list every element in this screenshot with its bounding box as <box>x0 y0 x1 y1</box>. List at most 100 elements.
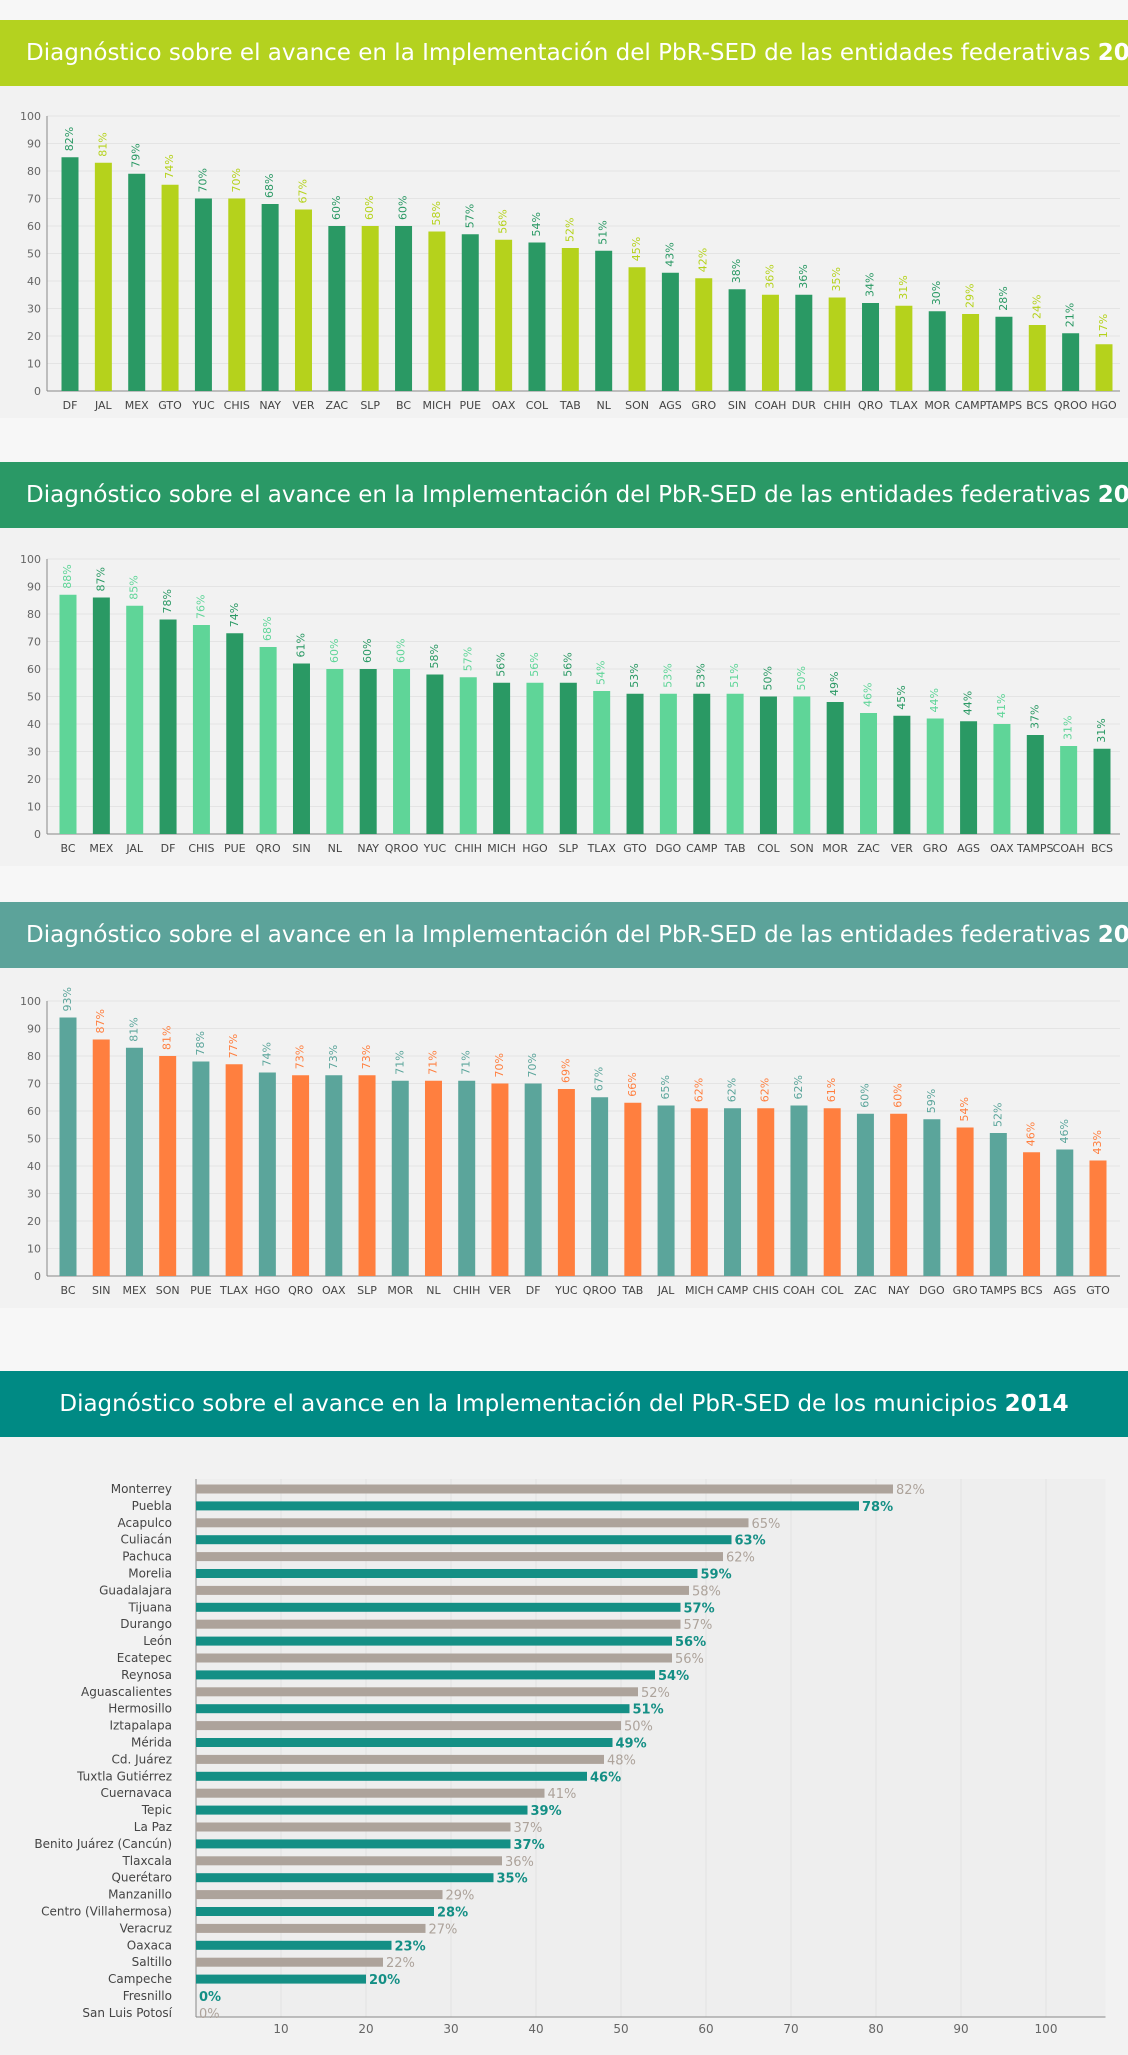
bar-row <box>196 1585 689 1595</box>
y-tick-label: 100 <box>20 553 41 566</box>
y-tick-label: 40 <box>27 718 41 731</box>
bar-ver <box>893 715 911 834</box>
bar-df <box>159 619 177 834</box>
x-tick-label: AGS <box>659 399 682 412</box>
bar-yuc <box>426 674 444 834</box>
data-label: 62% <box>726 1551 755 1566</box>
bar-tab <box>726 693 744 834</box>
bar-son <box>793 696 811 834</box>
category-label: Iztapalapa <box>109 1719 172 1733</box>
x-tick-label: GTO <box>623 842 647 855</box>
data-label: 29% <box>446 1889 475 1904</box>
x-tick-label: CAMP <box>717 1284 749 1297</box>
x-tick-label: SON <box>625 399 649 412</box>
x-tick-label: OAX <box>492 399 516 412</box>
bar-row <box>196 1552 723 1562</box>
bar-row <box>196 1636 672 1646</box>
x-tick-label: NL <box>328 842 343 855</box>
bar-oax <box>325 1075 343 1276</box>
data-label: 62% <box>692 1078 705 1102</box>
banner-2014: Diagnóstico sobre el avance en la Implem… <box>0 902 1128 968</box>
bar-col <box>759 696 777 834</box>
data-label: 37% <box>514 1838 545 1853</box>
bar-hgo <box>1095 344 1113 391</box>
bar-tlax <box>225 1064 243 1276</box>
data-label: 59% <box>701 1568 732 1583</box>
data-label: 43% <box>663 242 676 266</box>
bar-bc <box>59 1017 77 1276</box>
x-tick-label: CHIS <box>188 842 214 855</box>
bar-df <box>524 1083 542 1276</box>
y-tick-label: 20 <box>27 773 41 786</box>
category-label: Acapulco <box>118 1516 172 1530</box>
data-label: 56% <box>561 652 574 676</box>
x-tick-label: VER <box>292 399 314 412</box>
x-tick-label: MOR <box>924 399 950 412</box>
bar-mor <box>928 311 946 391</box>
x-tick-label: ZAC <box>857 842 880 855</box>
bar-oax <box>993 724 1011 834</box>
bar-row <box>196 1839 511 1849</box>
data-label: 58% <box>428 644 441 668</box>
x-tick-label: 30 <box>443 2022 458 2036</box>
category-label: Tlaxcala <box>121 1854 172 1868</box>
x-tick-label: GTO <box>158 399 182 412</box>
bar-sin <box>92 1039 110 1276</box>
x-tick-label: TLAX <box>219 1284 249 1297</box>
data-label: 57% <box>684 1618 713 1633</box>
bar-zac <box>328 226 346 391</box>
x-tick-label: DGO <box>919 1284 945 1297</box>
bar-tamps <box>989 1133 1007 1276</box>
x-tick-label: PUE <box>459 399 481 412</box>
y-tick-label: 50 <box>27 248 41 261</box>
bar-nl <box>595 250 613 391</box>
data-label: 81% <box>96 132 109 156</box>
x-tick-label: 90 <box>953 2022 968 2036</box>
bar-camp <box>724 1108 742 1276</box>
data-label: 56% <box>528 652 541 676</box>
bar-gro <box>956 1127 974 1276</box>
bar-row <box>196 1890 443 1900</box>
x-tick-label: HGO <box>255 1284 281 1297</box>
data-label: 59% <box>925 1089 938 1113</box>
chart-panel-2014: 0 10 20 30 40 50 60 70 80 90 100 93% BC 87% SIN 81% MEX 8… <box>0 968 1128 1308</box>
data-label: 57% <box>463 204 476 228</box>
bar-row <box>196 1907 434 1916</box>
chart-panel-2010: 0 10 20 30 40 50 60 70 80 90 100 82% DF 81% JAL 79% MEX 7… <box>0 86 1128 418</box>
bar-coah <box>1060 746 1078 834</box>
data-label: 35% <box>497 1872 528 1887</box>
data-label: 53% <box>695 663 708 687</box>
category-label: La Paz <box>134 1820 172 1834</box>
bar-row <box>196 1535 732 1545</box>
bar-qroo <box>393 669 411 834</box>
y-tick-label: 0 <box>34 1270 41 1283</box>
bar-mex <box>92 597 110 834</box>
x-tick-label: MOR <box>822 842 848 855</box>
x-tick-label: MEX <box>122 1284 146 1297</box>
x-tick-label: DF <box>526 1284 541 1297</box>
data-label: 73% <box>327 1045 340 1069</box>
data-label: 78% <box>862 1500 893 1515</box>
y-tick-label: 20 <box>27 330 41 343</box>
bar-zac <box>856 1113 874 1276</box>
y-tick-label: 70 <box>27 193 41 206</box>
bar-row <box>196 1974 366 1984</box>
bar-row <box>196 1754 604 1764</box>
x-tick-label: SIN <box>292 842 310 855</box>
y-tick-label: 10 <box>27 801 41 814</box>
x-tick-label: COL <box>757 842 780 855</box>
x-tick-label: MEX <box>89 842 113 855</box>
data-label: 74% <box>163 154 176 178</box>
data-label: 46% <box>1025 1122 1038 1146</box>
data-label: 74% <box>260 1042 273 1066</box>
bar-mex <box>125 1047 143 1276</box>
data-label: 93% <box>61 987 74 1011</box>
x-tick-label: JAL <box>657 1284 676 1297</box>
data-label: 85% <box>128 575 141 599</box>
x-tick-label: ZAC <box>326 399 349 412</box>
x-tick-label: COAH <box>1053 842 1085 855</box>
bar-gro <box>695 278 713 391</box>
bar-row <box>196 1957 383 1967</box>
bar-mich <box>690 1108 708 1276</box>
data-label: 57% <box>461 647 474 671</box>
